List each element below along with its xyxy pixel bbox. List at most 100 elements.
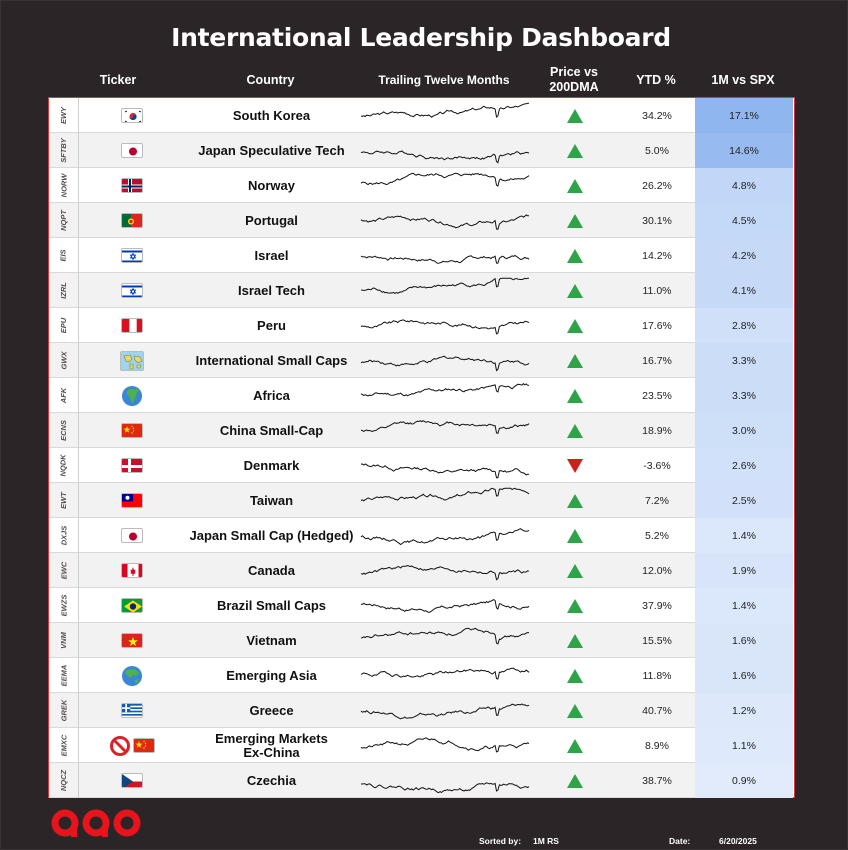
- sparkline: [359, 623, 531, 658]
- sparkline: [359, 658, 531, 693]
- country-cell: Japan Speculative Tech: [184, 133, 359, 168]
- triangle-up-icon: [567, 318, 583, 333]
- flag-cell: [79, 133, 184, 168]
- table-row: EWY South Korea 34.2% 17.1%: [49, 98, 793, 133]
- country-cell: Peru: [184, 308, 359, 343]
- footer-date-label: Date:: [669, 836, 691, 846]
- dma-indicator: [531, 483, 619, 518]
- ytd-cell: 7.2%: [619, 483, 695, 518]
- il-flag-icon: [120, 248, 143, 263]
- table-row: NQCZ Czechia 38.7% 0.9%: [49, 763, 793, 798]
- ticker-cell: EWZS: [49, 588, 79, 623]
- country-name: Greece: [249, 702, 294, 718]
- table-row: GREK Greece 40.7% 1.2%: [49, 693, 793, 728]
- flag-cell: [79, 413, 184, 448]
- rs-value: 3.3%: [732, 354, 756, 367]
- ytd-cell: 34.2%: [619, 98, 695, 133]
- flag-cell: [79, 378, 184, 413]
- country-name: Africa: [253, 387, 290, 403]
- ytd-value: 40.7%: [642, 704, 672, 717]
- ticker-cell: EWY: [49, 98, 79, 133]
- flag-cell: [79, 98, 184, 133]
- ytd-value: 14.2%: [642, 249, 672, 262]
- ticker-symbol: EEMA: [58, 664, 68, 687]
- kr-flag-icon: [120, 108, 143, 123]
- rs-value: 3.0%: [732, 424, 756, 437]
- rs-cell: 3.3%: [695, 343, 793, 378]
- flag-cell: [79, 203, 184, 238]
- vn-flag-icon: [120, 633, 143, 648]
- country-name: Portugal: [245, 212, 298, 228]
- ytd-value: 12.0%: [642, 564, 672, 577]
- ticker-cell: NQPT: [49, 203, 79, 238]
- ticker-symbol: EWC: [59, 561, 68, 580]
- ytd-cell: 26.2%: [619, 168, 695, 203]
- sparkline: [359, 273, 531, 308]
- globe-africa-flag-icon: [121, 385, 143, 407]
- jp-flag-icon: [120, 528, 143, 543]
- ticker-cell: NQDK: [49, 448, 79, 483]
- rs-cell: 2.8%: [695, 308, 793, 343]
- ticker-symbol: VNM: [58, 632, 68, 649]
- country-cell: Greece: [184, 693, 359, 728]
- rs-cell: 1.6%: [695, 623, 793, 658]
- ytd-cell: 16.7%: [619, 343, 695, 378]
- ticker-symbol: NQPT: [59, 210, 68, 231]
- ticker-cell: EPU: [49, 308, 79, 343]
- header-dma-line1: Price vs: [550, 65, 598, 79]
- flag-cell: [79, 553, 184, 588]
- flag-cell: [79, 448, 184, 483]
- triangle-up-icon: [567, 423, 583, 438]
- ticker-symbol: EWT: [58, 492, 68, 509]
- ticker-symbol: EIS: [59, 249, 68, 262]
- rs-value: 1.2%: [732, 704, 756, 717]
- flag-cell: [79, 273, 184, 308]
- ticker-cell: EIS: [49, 238, 79, 273]
- table-row: EWZS Brazil Small Caps 37.9% 1.4%: [49, 588, 793, 623]
- rs-cell: 3.3%: [695, 378, 793, 413]
- dma-indicator: [531, 588, 619, 623]
- country-cell: Canada: [184, 553, 359, 588]
- ticker-symbol: EMXC: [58, 734, 68, 757]
- ytd-value: 16.7%: [642, 354, 672, 367]
- table-row: NQPT Portugal 30.1% 4.5%: [49, 203, 793, 238]
- country-name: Japan Speculative Tech: [198, 142, 345, 158]
- ytd-cell: 15.5%: [619, 623, 695, 658]
- table-row: SFTBY Japan Speculative Tech 5.0% 14.6%: [49, 133, 793, 168]
- dma-indicator: [531, 448, 619, 483]
- country-name: Norway: [248, 177, 295, 193]
- ytd-cell: 18.9%: [619, 413, 695, 448]
- rs-value: 1.4%: [732, 599, 756, 612]
- triangle-up-icon: [567, 248, 583, 263]
- dma-indicator: [531, 693, 619, 728]
- ytd-value: 37.9%: [642, 599, 672, 612]
- sparkline: [359, 98, 531, 133]
- ytd-cell: 11.8%: [619, 658, 695, 693]
- table-row: AFK Africa 23.5% 3.3%: [49, 378, 793, 413]
- sparkline: [359, 413, 531, 448]
- dma-indicator: [531, 623, 619, 658]
- country-line2: Ex-China: [243, 744, 300, 760]
- br-flag-icon: [120, 598, 143, 613]
- rs-value: 1.9%: [732, 564, 756, 577]
- country-cell: Denmark: [184, 448, 359, 483]
- header-country: Country: [246, 72, 295, 87]
- country-cell: Israel: [184, 238, 359, 273]
- sparkline: [359, 483, 531, 518]
- country-name: Czechia: [246, 772, 297, 788]
- triangle-up-icon: [567, 108, 583, 123]
- country-name: Israel Tech: [238, 282, 305, 298]
- ytd-cell: 14.2%: [619, 238, 695, 273]
- sparkline: [359, 308, 531, 343]
- ytd-cell: 38.7%: [619, 763, 695, 798]
- rs-value: 1.6%: [732, 669, 756, 682]
- dma-indicator: [531, 238, 619, 273]
- ytd-value: 38.7%: [642, 774, 672, 787]
- rs-cell: 1.6%: [695, 658, 793, 693]
- tw-flag-icon: [120, 493, 143, 508]
- dma-indicator: [531, 518, 619, 553]
- header-dma: Price vs 200DMA: [530, 63, 618, 97]
- il-flag-icon: [120, 283, 143, 298]
- rs-value: 2.5%: [732, 494, 756, 507]
- rs-cell: 17.1%: [695, 98, 793, 133]
